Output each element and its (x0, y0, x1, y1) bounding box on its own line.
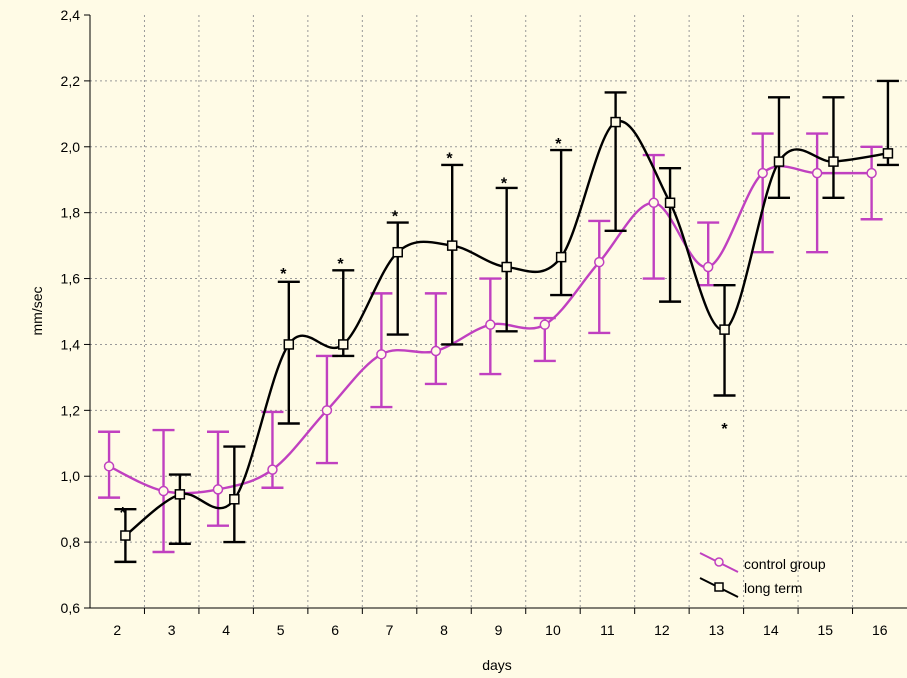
y-tick-label: 1,6 (61, 271, 81, 287)
significance-marker: * (555, 136, 562, 153)
point-long-term (828, 156, 839, 167)
y-tick-label: 0,6 (61, 600, 81, 616)
point-long-term (446, 240, 458, 251)
significance-marker: * (392, 208, 399, 225)
x-tick-label: 2 (113, 622, 121, 638)
significance-marker: * (501, 175, 508, 192)
line-control-group (108, 164, 872, 495)
x-tick-label: 13 (709, 622, 725, 638)
y-tick-label: 2,0 (61, 139, 81, 155)
point-long-term (338, 339, 349, 350)
point-control-group (702, 261, 714, 273)
x-axis-title: days (482, 657, 512, 673)
point-control-group (321, 405, 333, 416)
x-tick-label: 8 (440, 622, 448, 638)
x-tick-label: 7 (386, 622, 394, 638)
point-control-group (485, 319, 496, 330)
point-long-term (719, 324, 730, 335)
legend-label-control-group: control group (744, 556, 826, 572)
x-tick-label: 6 (331, 622, 339, 638)
point-control-group (212, 484, 224, 495)
grid (90, 15, 907, 608)
point-control-group (539, 319, 551, 330)
point-long-term (501, 261, 512, 273)
series-layer (98, 79, 899, 564)
y-axis-title: mm/sec (29, 287, 45, 336)
significance-marker: * (280, 266, 287, 283)
legend-label-long-term: long term (744, 580, 802, 596)
legend-marker-control-group (714, 557, 724, 567)
x-tick-label: 14 (763, 622, 779, 638)
axes: 0,6 0,8 1,0 1,2 1,4 1,6 1,8 2,0 2,2 2,4 2 3 4 5 6 7 8 9 10… (61, 7, 907, 638)
point-long-term (174, 489, 186, 500)
x-tick-label: 15 (818, 622, 834, 638)
point-long-term (773, 156, 785, 167)
line-long-term (124, 119, 889, 537)
point-control-group (594, 256, 605, 268)
x-tick-label: 4 (222, 622, 230, 638)
point-control-group (267, 464, 278, 475)
point-long-term (392, 246, 403, 258)
series-long-term (114, 79, 899, 564)
series-control-group (98, 132, 883, 554)
point-long-term (610, 116, 621, 128)
point-control-group (811, 167, 823, 179)
legend-marker-long-term (714, 582, 724, 592)
point-control-group (648, 197, 659, 209)
significance-marker: * (721, 421, 728, 438)
x-tick-label: 11 (600, 622, 615, 638)
x-tick-label: 5 (277, 622, 285, 638)
x-tick-label: 10 (545, 622, 561, 638)
point-long-term (664, 197, 676, 209)
annotation-layer: * * * * * * * * (120, 136, 729, 522)
point-long-term (882, 148, 894, 159)
y-tick-label: 0,8 (61, 534, 81, 550)
point-control-group (158, 485, 169, 497)
point-control-group (430, 345, 442, 357)
y-tick-label: 1,8 (61, 205, 81, 221)
y-tick-label: 2,4 (61, 7, 81, 23)
point-long-term (120, 530, 131, 541)
y-tick-label: 1,4 (61, 336, 81, 352)
point-long-term (555, 251, 567, 263)
y-tick-label: 1,0 (61, 468, 81, 484)
x-tick-label: 3 (168, 622, 176, 638)
significance-marker: * (337, 256, 344, 273)
point-long-term (283, 339, 295, 350)
point-control-group (866, 167, 877, 179)
point-control-group (376, 349, 387, 360)
point-control-group (103, 461, 115, 472)
point-long-term (229, 494, 240, 505)
y-tick-label: 2,2 (61, 73, 81, 89)
significance-marker: * (120, 505, 127, 522)
x-tick-label: 9 (495, 622, 503, 638)
plot-area (90, 15, 907, 608)
y-tick-label: 1,2 (61, 402, 81, 418)
x-tick-label: 12 (654, 622, 670, 638)
x-tick-label: 16 (872, 622, 888, 638)
legend: control group long term (699, 552, 826, 598)
point-control-group (757, 167, 768, 179)
significance-marker: * (446, 151, 453, 168)
